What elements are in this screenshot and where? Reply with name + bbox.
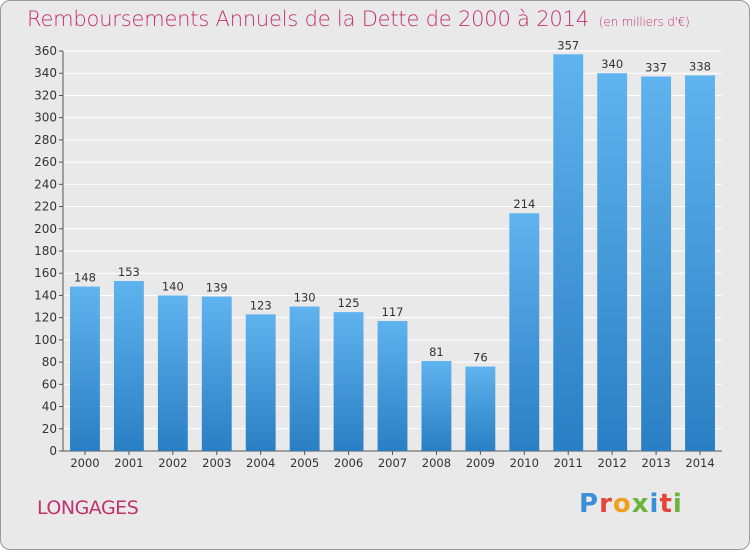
x-tick-label-2005: 2005	[290, 456, 319, 470]
x-tick-label-2014: 2014	[685, 456, 714, 470]
y-tick-label: 320	[34, 88, 57, 102]
data-label-2002: 140	[162, 279, 184, 293]
y-tick-label: 220	[34, 200, 57, 214]
logo-letter: x	[631, 489, 650, 519]
bar-2000	[70, 286, 100, 451]
data-label-2007: 117	[382, 305, 404, 319]
x-tick-label-2006: 2006	[334, 456, 363, 470]
data-label-2009: 76	[473, 351, 488, 365]
x-tick-label-2001: 2001	[114, 456, 143, 470]
bar-2013	[641, 76, 672, 452]
bar-2010	[509, 213, 540, 451]
y-tick-label: 280	[34, 133, 57, 147]
x-tick-label-2010: 2010	[510, 456, 539, 470]
y-tick-label: 240	[34, 177, 57, 191]
x-tick-label-2008: 2008	[422, 456, 451, 470]
bar-2006	[333, 312, 364, 451]
x-tick-label-2009: 2009	[466, 456, 495, 470]
chart-title-text: Remboursements Annuels de la Dette de 20…	[27, 7, 589, 31]
data-label-2013: 337	[645, 61, 667, 75]
y-tick-label: 360	[34, 44, 57, 58]
y-tick-label: 120	[34, 311, 57, 325]
logo-letter: o	[612, 489, 632, 519]
bar-2012	[597, 73, 628, 451]
chart-subtitle: (en milliers d'€)	[598, 15, 690, 29]
y-tick-label: 60	[42, 377, 57, 391]
data-label-2012: 340	[601, 57, 623, 71]
y-tick-label: 260	[34, 155, 57, 169]
y-tick-label: 100	[34, 333, 57, 347]
x-tick-label-2011: 2011	[554, 456, 583, 470]
y-tick-label: 180	[34, 244, 57, 258]
bar-2009	[465, 366, 496, 451]
y-tick-label: 80	[42, 355, 57, 369]
data-label-2004: 123	[250, 298, 272, 312]
y-tick-label: 40	[42, 400, 57, 414]
data-label-2014: 338	[689, 59, 711, 73]
logo-letter: i	[649, 489, 660, 519]
data-label-2005: 130	[294, 291, 316, 305]
y-tick-label: 20	[42, 422, 57, 436]
bar-2003	[201, 296, 232, 451]
data-label-2001: 153	[118, 265, 140, 279]
logo-letter: P	[579, 489, 600, 519]
chart-title: Remboursements Annuels de la Dette de 20…	[27, 7, 690, 31]
commune-name: LONGAGES	[37, 497, 139, 519]
y-tick-label: 340	[34, 66, 57, 80]
x-tick-label-2007: 2007	[378, 456, 407, 470]
logo-letter: r	[599, 489, 613, 519]
y-tick-label: 140	[34, 288, 57, 302]
x-tick-label-2000: 2000	[70, 456, 99, 470]
data-label-2011: 357	[557, 38, 579, 52]
y-tick-label: 0	[49, 444, 57, 458]
x-tick-label-2002: 2002	[158, 456, 187, 470]
data-label-2006: 125	[338, 296, 360, 310]
data-label-2010: 214	[513, 197, 535, 211]
bar-2002	[157, 295, 188, 451]
bar-2011	[553, 54, 584, 451]
bar-2005	[289, 306, 320, 451]
y-tick-label: 200	[34, 222, 57, 236]
data-label-2003: 139	[206, 281, 228, 295]
bar-2001	[113, 281, 144, 451]
data-label-2008: 81	[429, 345, 444, 359]
x-tick-label-2012: 2012	[598, 456, 627, 470]
bar-2014	[685, 75, 715, 451]
proxiti-logo: Proxiti	[579, 489, 683, 519]
data-label-2000: 148	[74, 271, 96, 285]
bar-2007	[377, 321, 408, 451]
x-tick-label-2013: 2013	[641, 456, 670, 470]
x-tick-label-2003: 2003	[202, 456, 231, 470]
bar-2008	[421, 361, 452, 451]
logo-letter: i	[672, 489, 683, 519]
y-tick-label: 160	[34, 266, 57, 280]
x-tick-label-2004: 2004	[246, 456, 275, 470]
bar-2004	[245, 314, 276, 451]
logo-letter: t	[659, 489, 673, 519]
y-tick-label: 300	[34, 111, 57, 125]
